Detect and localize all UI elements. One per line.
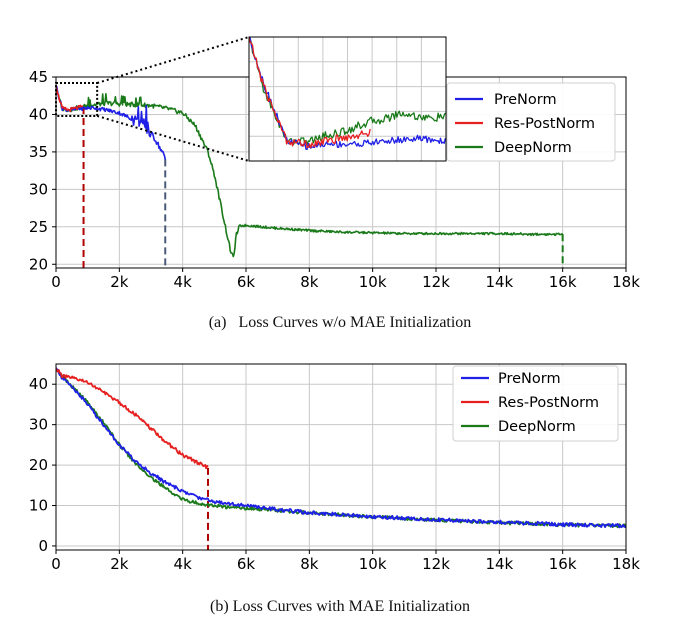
chart-a-legend: PreNorm Res-PostNorm DeepNorm bbox=[447, 83, 615, 161]
chart-b-xtick-label: 16k bbox=[549, 555, 577, 573]
chart-b-ytick-label: 10 bbox=[29, 497, 48, 515]
chart-b-legend: PreNorm Res-PostNorm DeepNorm bbox=[453, 366, 618, 441]
chart-a-ytick-label: 25 bbox=[29, 218, 48, 236]
chart-b-xtick-label: 0 bbox=[51, 555, 61, 573]
chart-a-ytick-label: 45 bbox=[29, 68, 48, 86]
inset-plot bbox=[249, 35, 446, 161]
chart-b-xtick-label: 6k bbox=[237, 555, 256, 573]
chart-a-xtick-label: 2k bbox=[110, 273, 129, 291]
chart-b-legend-deepnorm: DeepNorm bbox=[498, 419, 576, 435]
chart-b-xtick-label: 10k bbox=[359, 555, 387, 573]
chart-b-ytick-label: 20 bbox=[29, 456, 48, 474]
chart-a-xtick-label: 14k bbox=[485, 273, 513, 291]
chart-b-ytick-label: 0 bbox=[38, 537, 48, 555]
chart-b-ytick-label: 40 bbox=[29, 375, 48, 393]
chart-b-xtick-label: 8k bbox=[300, 555, 319, 573]
chart-a-xtick-label: 8k bbox=[300, 273, 319, 291]
chart-a-xtick-label: 4k bbox=[174, 273, 193, 291]
chart-a-ytick-label: 20 bbox=[29, 255, 48, 273]
chart-a-xtick-label: 18k bbox=[612, 273, 640, 291]
chart-a-legend-respostnorm: Res-PostNorm bbox=[494, 116, 595, 132]
chart-b-xtick-label: 18k bbox=[612, 555, 640, 573]
chart-b-xtick-label: 14k bbox=[485, 555, 513, 573]
chart-a-ytick-label: 35 bbox=[29, 143, 48, 161]
chart-a: 0 2k 4k 6k 8k 10k 12k 14k 16k 18k 20 25 30 35 40 45 Pre… bbox=[29, 35, 640, 291]
chart-a-xtick-label: 12k bbox=[422, 273, 450, 291]
chart-a-xtick-label: 0 bbox=[51, 273, 61, 291]
chart-a-legend-deepnorm: DeepNorm bbox=[494, 140, 572, 156]
chart-a-xtick-label: 10k bbox=[359, 273, 387, 291]
chart-b-xtick-label: 2k bbox=[110, 555, 129, 573]
chart-a-xtick-label: 6k bbox=[237, 273, 256, 291]
caption-b: (b) Loss Curves with MAE Initialization bbox=[210, 598, 470, 615]
chart-b-xtick-label: 4k bbox=[174, 555, 193, 573]
chart-b-xtick-label: 12k bbox=[422, 555, 450, 573]
chart-a-ytick-label: 40 bbox=[29, 105, 48, 123]
chart-b: 0 2k 4k 6k 8k 10k 12k 14k 16k 18k 0 10 20 30 40 PreNor… bbox=[29, 364, 640, 573]
chart-b-legend-prenorm: PreNorm bbox=[498, 371, 561, 387]
chart-a-ytick-label: 30 bbox=[29, 180, 48, 198]
chart-b-ytick-label: 30 bbox=[29, 416, 48, 434]
inset-connector-top bbox=[97, 37, 249, 83]
chart-b-legend-respostnorm: Res-PostNorm bbox=[498, 395, 599, 411]
chart-a-xtick-label: 16k bbox=[549, 273, 577, 291]
caption-a: (a) Loss Curves w/o MAE Initialization bbox=[209, 314, 472, 331]
chart-a-legend-prenorm: PreNorm bbox=[494, 92, 557, 108]
